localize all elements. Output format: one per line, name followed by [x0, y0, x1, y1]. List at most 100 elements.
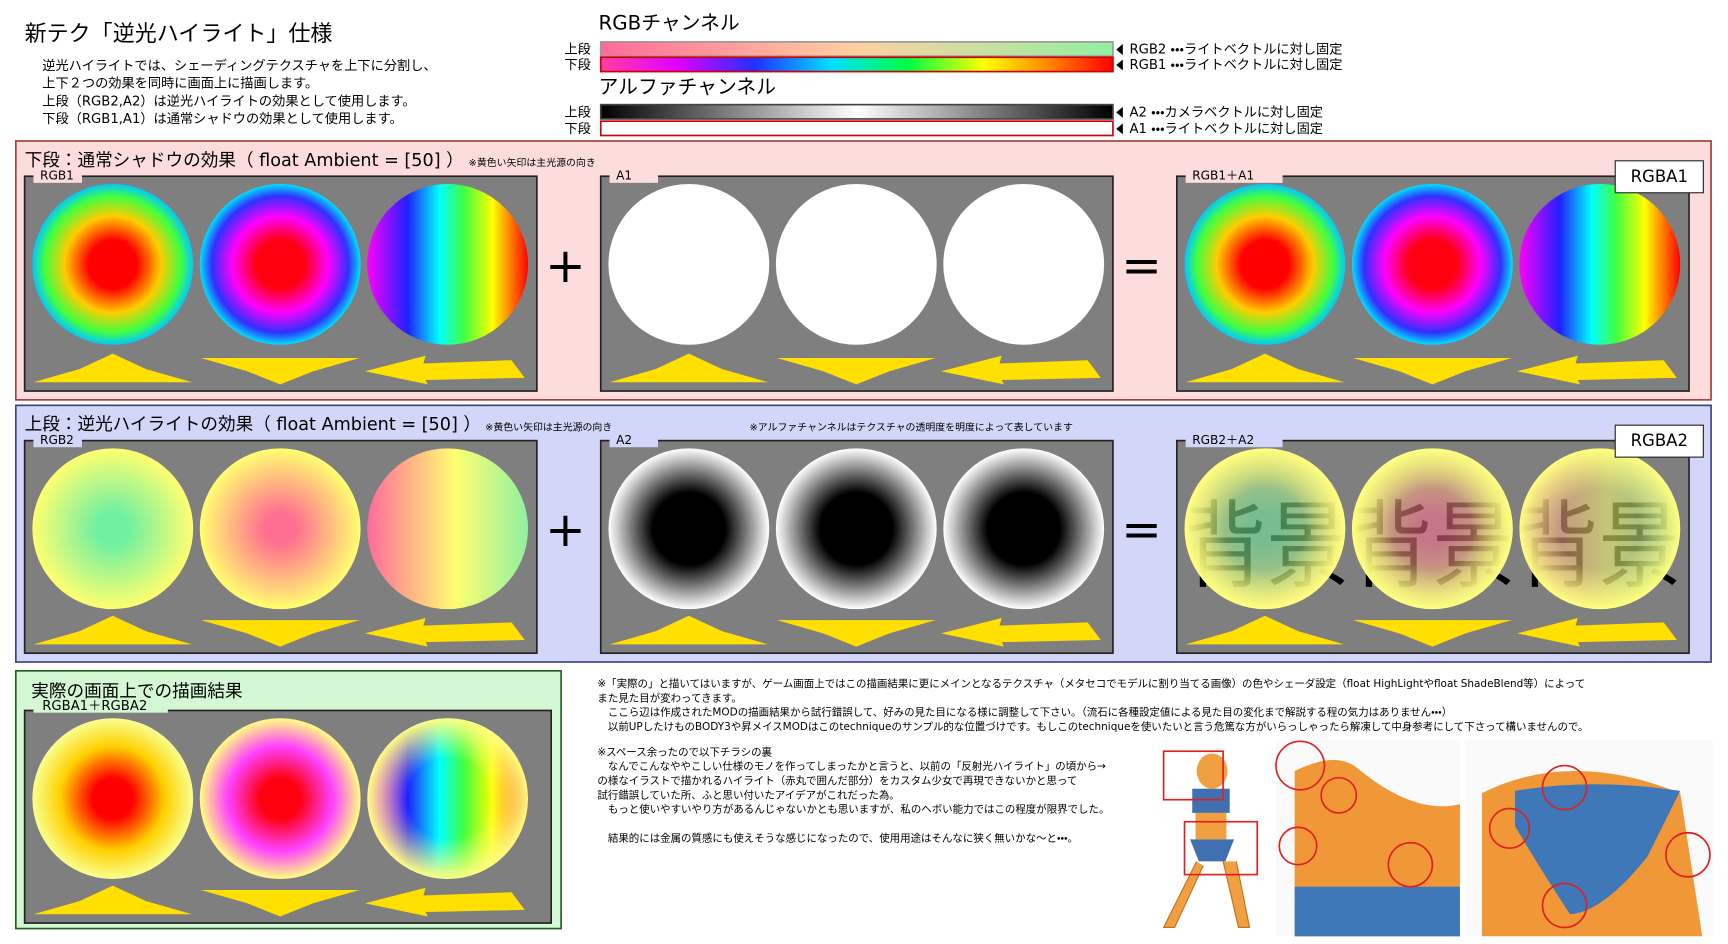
description-line: 上下２つの効果を同時に画面上に描画します。 [42, 76, 318, 92]
light-arrow [1517, 617, 1677, 647]
description-line: 逆光ハイライトでは、シェーディングテクスチャを上下に分割し、 [42, 57, 436, 74]
light-arrow [941, 617, 1101, 647]
panel-tab [33, 698, 168, 713]
page-title: 新テク「逆光ハイライト」仕様 [25, 22, 333, 47]
section-title: 上段：逆光ハイライトの効果（ float Ambient = [50] ） [25, 415, 481, 435]
note-arrow [1116, 59, 1123, 71]
sphere [367, 448, 529, 610]
channel-note: RGB1 ・・・ライトベクトルに対し固定 [1129, 57, 1342, 73]
panel-label: RGB1 [40, 169, 74, 183]
sphere [32, 718, 194, 880]
panel-tab [33, 433, 82, 448]
panel-label: RGB2 [40, 433, 74, 447]
light-arrow [200, 620, 360, 647]
panel-tab [1185, 169, 1283, 183]
channel-note: RGB2 ・・・ライトベクトルに対し固定 [1129, 42, 1342, 58]
light-arrow [200, 890, 360, 917]
light-arrow [1353, 620, 1512, 647]
sphere [1351, 183, 1513, 345]
section-title: 実際の画面上での描画結果 [31, 682, 242, 702]
section-note: ※黄色い矢印は主光源の向き [485, 420, 612, 433]
note-arrow [1116, 44, 1123, 56]
note-line: 結果的には金属の質感にも使えそうな感じになったので、使用用途はそんなに狭く無いか… [597, 831, 1078, 844]
badge-box [1614, 424, 1704, 458]
operator-plus: + [545, 238, 586, 294]
description-line: 下段（RGB1,A1）は通常シャドウの効果として使用します。 [42, 110, 402, 127]
note-line: また見た目が変わってきます。 [597, 691, 741, 704]
sphere [1184, 183, 1346, 345]
channel-title: アルファチャンネル [599, 76, 777, 99]
sphere [199, 718, 361, 880]
light-arrow [1517, 355, 1677, 385]
sphere-rim [367, 718, 529, 880]
channel-bar [599, 56, 1114, 73]
sphere-rim [1351, 448, 1513, 610]
note-line: 以前UPしたけものBODY3や昇メイスMODはこのtechniqueのサンプル的… [597, 720, 1588, 733]
section-title: 下段：通常シャドウの効果（ float Ambient = [50] ） [25, 151, 464, 171]
operator-equals: = [1121, 238, 1162, 294]
sphere [943, 448, 1105, 610]
light-arrow [365, 617, 525, 647]
channel-title: RGBチャンネル [599, 12, 740, 35]
light-arrow [1185, 353, 1345, 383]
sphere [32, 448, 194, 610]
sphere-rim [1519, 448, 1681, 610]
sphere [32, 183, 194, 345]
channel-row-label: 下段 [564, 121, 590, 137]
panel-label: A2 [616, 433, 632, 447]
panel-label: A1 [616, 169, 632, 183]
operator-equals: = [1121, 502, 1162, 558]
sphere [608, 448, 770, 610]
sphere [199, 183, 361, 345]
sphere [608, 183, 770, 345]
light-arrow [776, 357, 936, 385]
light-arrow [33, 353, 193, 383]
channel-row-label: 上段 [564, 42, 590, 58]
sphere [775, 448, 937, 610]
light-arrow [941, 355, 1101, 385]
note-line: 試行錯誤していた所、ふと思い付いたアイデアがこれだった為。 [597, 788, 899, 801]
channel-bar [599, 120, 1114, 137]
light-arrow [609, 615, 769, 645]
channel-note: A1 ・・・ライトベクトルに対し固定 [1129, 121, 1323, 137]
channel-bar [599, 41, 1114, 58]
operator-plus: + [545, 502, 586, 558]
note-line: ここら辺は作成されたMODの描画結果から試行錯誤して、好みの見た目になる様に調整… [597, 706, 1452, 719]
panel-label: RGB2＋A2 [1192, 433, 1254, 447]
channel-row-label: 下段 [564, 57, 590, 73]
light-arrow [1185, 615, 1345, 645]
light-arrow [200, 357, 360, 385]
sphere [775, 183, 937, 345]
note-line: なんでこんなややこしい仕様のモノを作ってしまったかと言うと、以前の「反射光ハイラ… [597, 760, 1106, 773]
light-arrow [33, 615, 193, 645]
content: 新テク「逆光ハイライト」仕様逆光ハイライトでは、シェーディングテクスチャを上下に… [15, 12, 1712, 930]
light-arrow [609, 353, 769, 383]
sphere-rim [1184, 448, 1346, 610]
sphere [199, 448, 361, 610]
sphere [367, 183, 529, 345]
badge: RGBA1 [1631, 167, 1688, 186]
section-note: ※黄色い矢印は主光源の向き [469, 156, 596, 169]
sphere [1519, 183, 1681, 345]
panel-label: RGBA1＋RGBA2 [42, 699, 147, 714]
badge-box [1614, 160, 1704, 194]
note-line: の様なイラストで描かれるハイライト（赤丸で囲んだ部分）をカスタム少女で再現できな… [597, 774, 1077, 787]
channel-note: A2 ・・・カメラベクトルに対し固定 [1129, 104, 1323, 120]
note-line: もっと使いやすいやり方があるんじゃないかとも思いますが、私のヘボい能力ではこの程… [597, 803, 1109, 816]
note-line: ※スペース余ったので以下チラシの裏 [597, 745, 772, 758]
note-line: ※「実際の」と描いてはいますが、ゲーム画面上ではこの描画結果に更にメインとなるテ… [597, 677, 1585, 690]
note-arrow [1116, 106, 1123, 118]
description-line: 上段（RGB2,A2）は逆光ハイライトの効果として使用します。 [42, 92, 415, 109]
light-arrow [365, 355, 525, 385]
sphere [943, 183, 1105, 345]
light-arrow [1353, 357, 1512, 385]
panel-tab [1185, 433, 1283, 448]
badge: RGBA2 [1631, 431, 1688, 450]
channel-bar [599, 103, 1114, 120]
panel-tab [609, 169, 659, 183]
light-arrow [33, 885, 193, 915]
panel-tab [33, 169, 82, 183]
